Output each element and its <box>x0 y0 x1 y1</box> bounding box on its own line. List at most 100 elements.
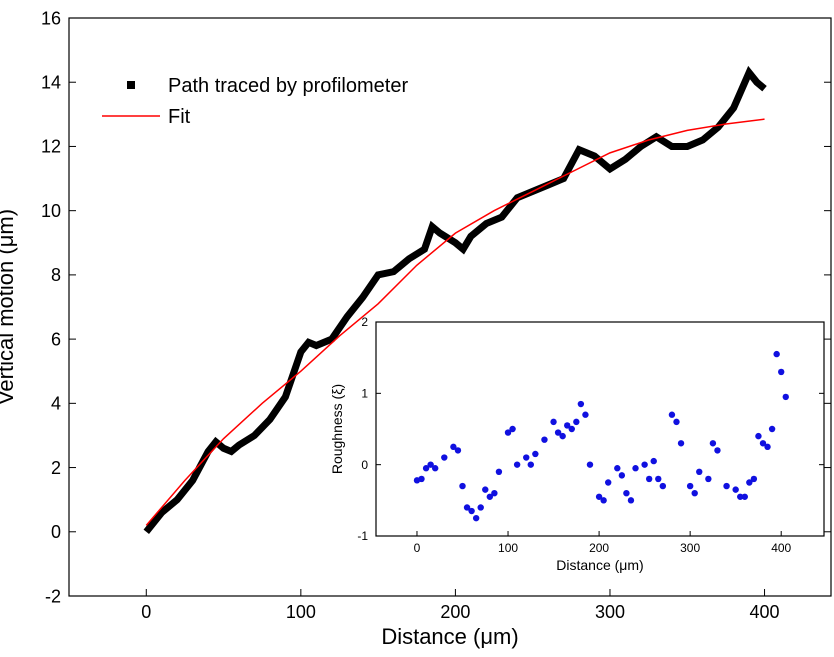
data-point <box>655 475 662 483</box>
y-tick-label: 4 <box>51 394 61 414</box>
data-point <box>459 482 466 490</box>
data-point <box>491 490 498 497</box>
data-point <box>746 479 753 486</box>
data-point <box>550 418 557 426</box>
data-point <box>582 411 589 418</box>
data-point <box>677 440 685 447</box>
x-tick-label: 300 <box>680 541 700 555</box>
data-point <box>773 350 780 358</box>
data-point <box>604 479 612 486</box>
plot-frame <box>68 17 832 597</box>
y-tick-label: 14 <box>41 73 61 93</box>
x-tick-label: 100 <box>286 602 316 622</box>
data-point <box>673 418 680 426</box>
data-point <box>645 475 653 483</box>
data-point <box>750 475 758 483</box>
x-axis-label: Distance (μm) <box>556 557 643 573</box>
x-tick-label: 100 <box>498 541 518 555</box>
data-point <box>586 461 594 468</box>
data-point <box>723 482 730 490</box>
data-point <box>782 393 789 401</box>
y-tick-label: 0 <box>361 458 368 472</box>
y-tick-label: 0 <box>51 522 61 542</box>
y-tick-label: 12 <box>41 137 61 157</box>
x-tick-label: 400 <box>750 602 780 622</box>
data-point <box>495 468 503 475</box>
x-axis-label: Distance (μm) <box>381 624 518 649</box>
data-point <box>768 425 776 433</box>
y-tick-label: 2 <box>51 458 61 478</box>
data-point <box>527 461 534 468</box>
data-point <box>427 461 434 468</box>
legend-label: Fit <box>168 106 191 128</box>
legend-label: Path traced by profilometer <box>168 75 408 97</box>
data-point <box>650 457 657 465</box>
plot: 0 100 200 300 400 -1 0 1 2 Distance (μm) Roughness… <box>329 315 825 573</box>
y-tick-label: 8 <box>51 265 61 285</box>
data-point <box>441 454 448 461</box>
x-tick-label: 200 <box>589 541 609 555</box>
data-point <box>431 465 439 472</box>
data-point <box>418 475 425 483</box>
x-tick-label: 300 <box>595 602 625 622</box>
y-tick-label: -2 <box>45 586 61 606</box>
data-point <box>450 443 457 451</box>
data-point <box>623 490 630 497</box>
data-point <box>541 436 548 443</box>
data-point <box>709 440 717 447</box>
data-point <box>568 425 575 433</box>
data-point <box>668 411 676 418</box>
data-point <box>422 465 430 472</box>
data-point <box>486 493 494 500</box>
data-point <box>554 429 562 436</box>
y-tick-label: 10 <box>41 201 61 221</box>
data-point <box>577 400 585 408</box>
data-point <box>691 490 698 497</box>
inset-background <box>376 322 824 536</box>
x-tick-label: 0 <box>414 541 421 555</box>
data-point <box>686 482 694 490</box>
data-point <box>759 440 767 447</box>
data-point <box>732 486 739 493</box>
y-tick-label: 6 <box>51 329 61 349</box>
data-point <box>741 493 748 500</box>
data-point <box>468 507 475 515</box>
series-line <box>145 118 765 526</box>
y-axis-label: Roughness (ξ) <box>329 384 345 474</box>
data-point <box>509 425 516 433</box>
data-point <box>778 368 785 376</box>
data-point <box>714 447 721 454</box>
y-tick-label: 2 <box>361 315 368 329</box>
data-point <box>600 497 607 504</box>
data-point <box>463 504 471 511</box>
y-tick-label: 16 <box>41 8 61 28</box>
data-point <box>523 454 530 461</box>
y-axis-label: Vertical motion (μm) <box>0 209 18 405</box>
data-point <box>559 432 566 440</box>
data-point <box>482 486 489 493</box>
data-point <box>618 472 626 479</box>
data-point <box>573 418 580 426</box>
x-tick-label: 0 <box>141 602 151 622</box>
data-point <box>504 429 512 436</box>
data-point <box>627 497 635 504</box>
data-point <box>764 443 771 451</box>
data-point <box>477 504 484 511</box>
data-point <box>737 493 744 500</box>
plot-frame <box>375 321 825 537</box>
data-point <box>632 465 639 472</box>
data-point <box>755 432 762 440</box>
data-point <box>705 475 712 483</box>
legend-marker <box>127 81 135 89</box>
series-line <box>143 65 767 534</box>
data-point <box>472 514 480 522</box>
data-point <box>532 450 539 458</box>
y-tick-label: -1 <box>357 529 368 543</box>
data-point <box>513 461 521 468</box>
y-tick-label: 1 <box>361 387 368 401</box>
data-point <box>595 493 603 500</box>
x-tick-label: 200 <box>440 602 470 622</box>
data-point <box>641 461 648 468</box>
